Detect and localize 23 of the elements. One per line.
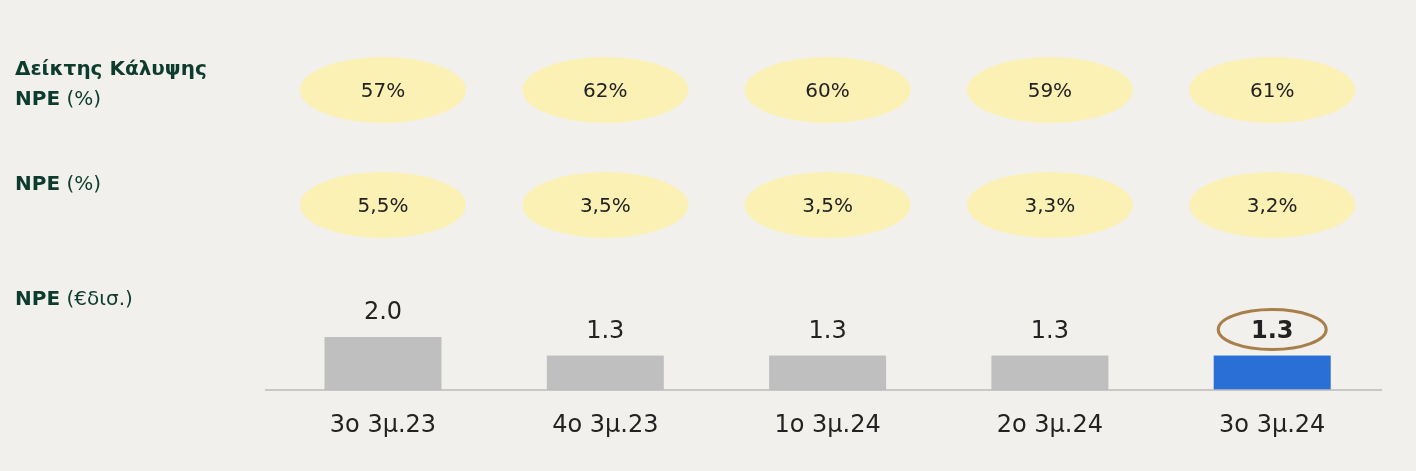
data-label: 57% xyxy=(360,78,406,102)
x-tick-label: 3ο 3μ.24 xyxy=(1219,410,1326,438)
data-label: 3,3% xyxy=(1024,193,1076,217)
chart-title: Δείκτης Κάλυψης NPE (%) xyxy=(15,56,207,110)
data-label: 62% xyxy=(583,78,628,102)
data-label: 1.3 xyxy=(1030,315,1069,344)
text: NPE (%) xyxy=(15,171,102,195)
data-label: 1.3 xyxy=(586,315,625,344)
x-tick-label: 2ο 3μ.24 xyxy=(996,410,1104,438)
data-label: 5,5% xyxy=(357,193,409,217)
data-label: 61% xyxy=(1249,78,1295,102)
data-label: 60% xyxy=(805,78,850,102)
data-label: 59% xyxy=(1027,78,1073,102)
data-label: 3,5% xyxy=(579,193,631,217)
data-label: 1.3 xyxy=(1250,315,1294,344)
x-tick-label: 4ο 3μ.23 xyxy=(552,410,659,438)
x-tick-label: 3ο 3μ.23 xyxy=(329,410,437,438)
data-label: 3,2% xyxy=(1246,193,1298,217)
y-axis-title: NPE (€δισ.) xyxy=(15,286,133,310)
data-label: 2.0 xyxy=(363,297,403,325)
x-tick-label: 1ο 3μ.24 xyxy=(774,410,881,438)
data-label: 1.3 xyxy=(808,315,847,344)
data-label: 3,5% xyxy=(802,193,854,217)
